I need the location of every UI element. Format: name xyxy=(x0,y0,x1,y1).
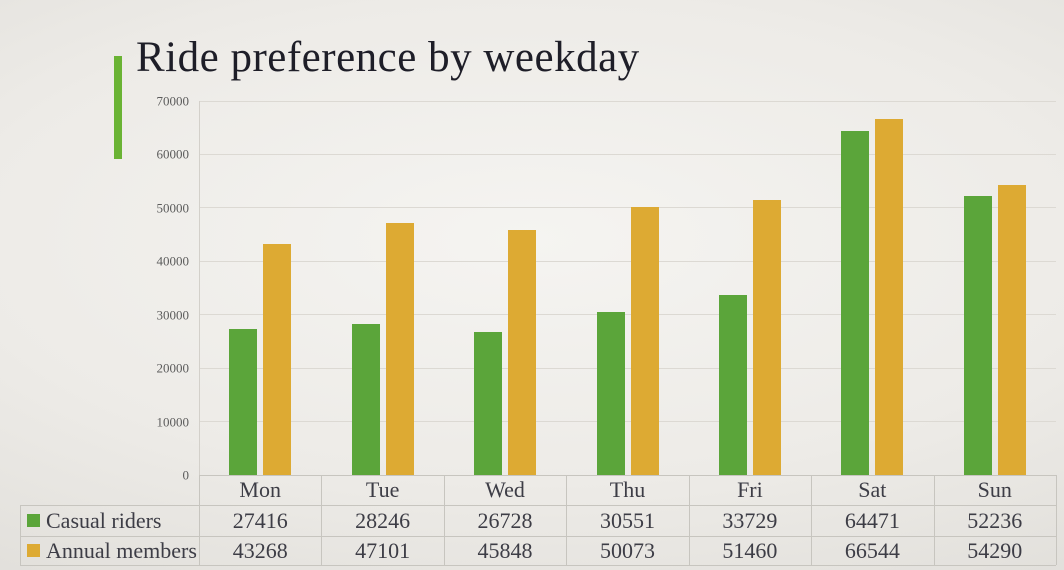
table-value-cell: 26728 xyxy=(477,508,533,533)
table-value-cell: 30551 xyxy=(599,508,655,533)
bar-casual-wed xyxy=(474,332,503,475)
legend-row-member: Annual members xyxy=(27,536,197,565)
table-value-cell: 43268 xyxy=(232,538,288,563)
table-header-mon: Mon xyxy=(239,477,281,502)
table-value-cell: 52236 xyxy=(967,508,1023,533)
table-value-cell: 66544 xyxy=(844,538,900,563)
bar-member-sun xyxy=(997,184,1026,475)
y-gridline xyxy=(199,260,1056,262)
y-axis-tick-label: 50000 xyxy=(156,200,190,216)
bar-casual-fri xyxy=(718,294,747,475)
y-axis-tick-label: 0 xyxy=(182,467,190,483)
bar-casual-sun xyxy=(963,195,992,475)
y-gridline xyxy=(199,153,1056,155)
y-axis-tick-label: 60000 xyxy=(156,146,190,162)
y-axis-tick-label: 30000 xyxy=(156,307,190,323)
table-header-wed: Wed xyxy=(485,477,525,502)
table-border-row xyxy=(20,565,1056,566)
table-value-cell: 27416 xyxy=(232,508,288,533)
y-axis-line xyxy=(199,101,200,475)
title-accent-bar xyxy=(114,56,122,159)
table-value-cell: 54290 xyxy=(967,538,1023,563)
y-axis-tick-label: 40000 xyxy=(156,253,190,269)
table-border-top xyxy=(199,475,1056,476)
table-border-col xyxy=(689,475,690,565)
chart-title: Ride preference by weekday xyxy=(136,34,640,81)
y-gridline xyxy=(199,421,1056,423)
table-header-sun: Sun xyxy=(977,477,1012,502)
bar-member-tue xyxy=(385,223,414,475)
y-axis-tick-label: 20000 xyxy=(156,360,190,376)
table-header-thu: Thu xyxy=(609,477,646,502)
legend-swatch-casual-icon xyxy=(27,514,40,527)
bar-member-sat xyxy=(875,119,904,475)
table-border-row xyxy=(20,505,1056,506)
bar-casual-thu xyxy=(596,311,625,475)
bar-member-wed xyxy=(508,230,537,475)
bar-member-fri xyxy=(752,200,781,475)
table-value-cell: 51460 xyxy=(722,538,778,563)
table-header-sat: Sat xyxy=(858,477,887,502)
table-value-cell: 50073 xyxy=(599,538,655,563)
y-gridline xyxy=(199,207,1056,209)
legend-row-casual: Casual riders xyxy=(27,505,161,536)
table-border-col xyxy=(934,475,935,565)
table-border-col xyxy=(1056,475,1057,565)
table-border-col xyxy=(444,475,445,565)
bar-casual-mon xyxy=(229,328,258,475)
table-border-col xyxy=(811,475,812,565)
y-axis-tick-label: 70000 xyxy=(156,93,190,109)
table-header-fri: Fri xyxy=(737,477,763,502)
bar-member-mon xyxy=(263,243,292,475)
table-border-row xyxy=(20,536,1056,537)
bar-member-thu xyxy=(630,207,659,475)
table-value-cell: 47101 xyxy=(355,538,411,563)
legend-swatch-member-icon xyxy=(27,544,40,557)
table-border-col xyxy=(566,475,567,565)
bar-casual-tue xyxy=(351,324,380,475)
table-header-tue: Tue xyxy=(365,477,400,502)
table-border-col xyxy=(199,475,200,565)
bar-casual-sat xyxy=(841,130,870,475)
y-gridline xyxy=(199,314,1056,316)
y-gridline xyxy=(199,100,1056,102)
table-border-col xyxy=(321,475,322,565)
legend-label: Annual members xyxy=(46,537,197,563)
table-border-left xyxy=(20,505,21,565)
table-value-cell: 28246 xyxy=(355,508,411,533)
table-value-cell: 64471 xyxy=(844,508,900,533)
table-value-cell: 33729 xyxy=(722,508,778,533)
y-gridline xyxy=(199,367,1056,369)
legend-label: Casual riders xyxy=(46,507,162,533)
y-axis-tick-label: 10000 xyxy=(156,414,190,430)
table-value-cell: 45848 xyxy=(477,538,533,563)
